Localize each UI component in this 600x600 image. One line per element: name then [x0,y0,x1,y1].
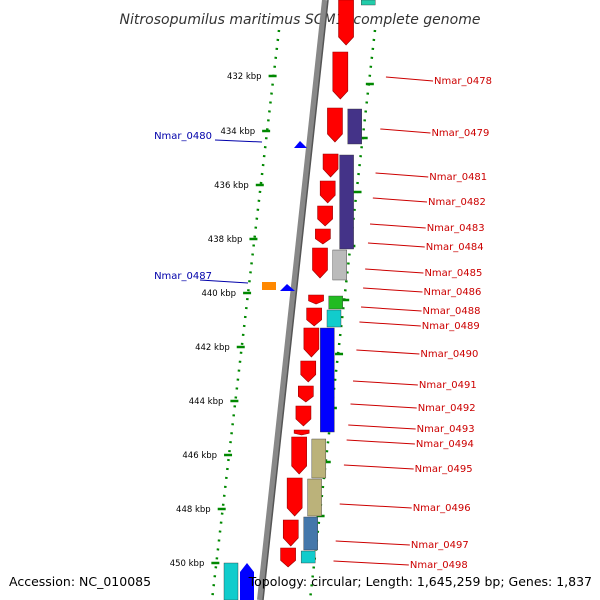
forward-gene-arrow [280,547,296,568]
tick-label: 438 kbp [208,235,243,245]
forward-gene-arrow [298,385,314,403]
tick-label: 442 kbp [195,343,230,353]
gene-features [223,0,376,600]
gene-label-nmar-0494: Nmar_0494 [416,439,474,450]
label-leader-line [385,76,434,82]
label-leader-line [352,380,418,386]
gene-label-nmar-0481: Nmar_0481 [429,172,487,183]
tick-label: 440 kbp [201,289,236,299]
gene-label-nmar-0482: Nmar_0482 [428,197,486,208]
forward-gene-arrow [338,0,354,46]
label-leader-line [350,403,417,409]
forward-gene-arrow [282,519,299,547]
tick-label: 448 kbp [176,505,211,515]
gene-label-nmar-0480: Nmar_0480 [154,131,212,142]
forward-gene-arrow [322,153,339,178]
gene-label-nmar-0496: Nmar_0496 [413,503,471,514]
gene-annotation-block [347,108,362,145]
forward-gene-arrow [295,405,312,427]
forward-gene-arrow [291,436,307,475]
gene-label-nmar-0492: Nmar_0492 [418,403,476,414]
gene-annotation-block [339,154,354,250]
gene-label-nmar-0495: Nmar_0495 [415,464,473,475]
label-leader-line [333,560,409,566]
label-leader-line [356,349,420,355]
genome-summary-text: Topology: circular; Length: 1,645,259 bp… [248,574,592,589]
gene-annotation-block [361,0,376,6]
gene-labels: Nmar_0478 Nmar_0479 Nmar_0481 Nmar_0482 Nmar… [154,76,492,571]
gene-annotation-block [326,309,342,328]
tick-label: 436 kbp [214,181,249,191]
label-leader-line [375,172,429,178]
gene-label-nmar-0485: Nmar_0485 [424,268,482,279]
label-leader-line [369,223,426,229]
reverse-gene-arrow [294,141,307,148]
forward-gene-arrow [327,107,343,143]
gene-label-nmar-0493: Nmar_0493 [417,424,475,435]
gene-annotation-block [300,550,316,564]
gene-annotation-block [262,282,276,290]
forward-gene-arrow [332,51,349,100]
forward-gene-arrow [286,477,303,517]
label-leader-line [360,306,422,312]
label-leader-line [380,128,431,134]
tick-label: 432 kbp [227,72,262,82]
genome-title: Nitrosopumilus maritimus SCM1, complete … [120,12,481,28]
label-leader-line [335,540,410,546]
forward-gene-arrow [308,294,324,305]
gene-label-nmar-0479: Nmar_0479 [431,128,489,139]
gene-label-nmar-0483: Nmar_0483 [427,223,485,234]
label-leader-line [199,279,249,284]
forward-gene-arrow [312,247,328,279]
label-leader-line [214,139,263,143]
gene-annotation-block [328,295,343,310]
gene-label-nmar-0487: Nmar_0487 [154,271,212,282]
forward-gene-arrow [317,205,333,227]
gene-label-nmar-0490: Nmar_0490 [420,349,478,360]
genome-backbone-shadow [262,0,329,600]
label-leader-line [348,424,416,430]
gene-annotation-block [223,562,239,600]
gene-annotation-block [332,249,347,281]
reverse-gene-arrow [240,563,254,600]
gene-label-nmar-0488: Nmar_0488 [423,306,481,317]
forward-gene-arrow [300,360,317,383]
label-leader-line [346,439,415,445]
forward-gene-arrow [306,307,322,327]
label-leader-line [343,464,414,470]
forward-gene-arrow [303,327,320,358]
gene-label-nmar-0498: Nmar_0498 [410,560,468,571]
label-leader-line [367,242,425,248]
gene-label-nmar-0491: Nmar_0491 [419,380,477,391]
gene-label-nmar-0489: Nmar_0489 [422,321,480,332]
label-leader-line [372,197,428,203]
label-leader-line [365,268,424,274]
gene-annotation-block [303,516,318,551]
label-leader-line [339,503,412,509]
tick-marks: 432 kbp 434 kbp 436 kbp 438 kbp 440 kbp 442 k… [170,72,374,569]
label-leader-line [363,287,423,293]
gene-label-nmar-0484: Nmar_0484 [426,242,484,253]
label-leader-line [359,321,421,327]
reverse-gene-arrow [280,284,295,291]
forward-gene-arrow [293,429,310,436]
forward-gene-arrow [319,180,336,204]
gene-annotation-block [307,478,322,517]
gene-annotation-block [320,327,335,433]
forward-gene-arrow [315,228,331,245]
gene-label-nmar-0478: Nmar_0478 [434,76,492,87]
accession-text: Accession: NC_010085 [9,574,151,589]
left-scale-guide [210,29,281,600]
tick-label: 446 kbp [182,451,217,461]
tick-label: 434 kbp [220,127,255,137]
genome-backbone [257,0,328,600]
tick-label: 444 kbp [189,397,224,407]
gene-annotation-block [311,438,327,479]
gene-label-nmar-0497: Nmar_0497 [411,540,469,551]
tick-label: 450 kbp [170,559,205,569]
gene-label-nmar-0486: Nmar_0486 [424,287,482,298]
